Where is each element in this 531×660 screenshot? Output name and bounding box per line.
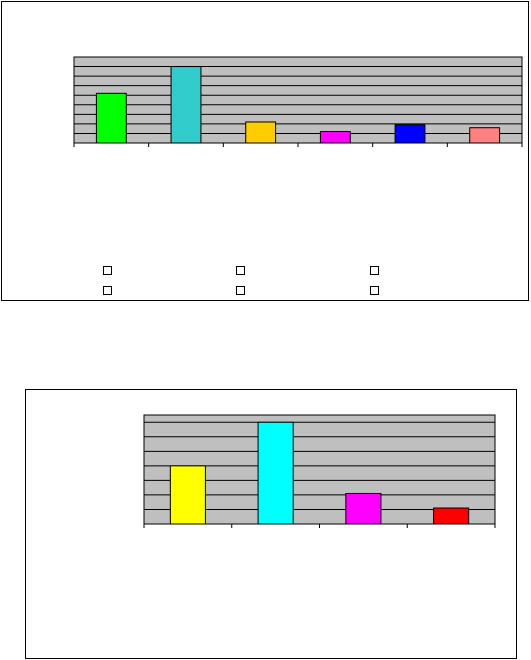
- bar: [245, 121, 277, 144]
- legend-swatch: [103, 266, 112, 275]
- plot-area: [73, 56, 523, 144]
- bar: [394, 124, 426, 144]
- legend-swatch: [370, 266, 379, 275]
- bar: [169, 465, 206, 525]
- legend-swatch: [370, 286, 379, 295]
- legend-swatch: [236, 286, 245, 295]
- bar: [469, 127, 501, 144]
- legend-swatch: [236, 266, 245, 275]
- bar-chart-2: [143, 414, 496, 528]
- bar: [319, 131, 351, 144]
- bar-chart-1: [73, 56, 523, 147]
- bar: [345, 492, 382, 525]
- bar: [433, 507, 470, 525]
- legend-swatch: [103, 286, 112, 295]
- chart-panel-1: [1, 1, 529, 301]
- bar: [257, 421, 294, 525]
- bar: [95, 92, 127, 144]
- bar: [170, 66, 202, 144]
- chart-panel-2: [25, 389, 517, 659]
